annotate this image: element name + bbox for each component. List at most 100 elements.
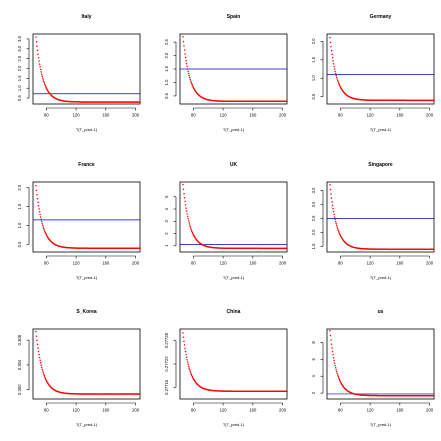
data-point [191, 84, 194, 86]
y-tick-label: 0.5 [17, 95, 22, 101]
x-axis-label: T(T_pred-1) [223, 275, 245, 280]
x-tick-label: 80 [191, 408, 196, 413]
y-tick-label: 2.0 [311, 229, 316, 235]
x-tick-label: 200 [132, 261, 140, 266]
y-tick-label: 2.0 [311, 38, 316, 44]
data-point [329, 36, 331, 39]
data-point [35, 41, 38, 43]
x-axis-label: T(T_pred-1) [76, 127, 98, 132]
data-point [39, 216, 42, 218]
data-point [191, 230, 193, 232]
y-tick-label: 0.27728 [164, 332, 169, 348]
y-tick-label: 3.0 [17, 45, 22, 51]
data-point [334, 70, 336, 73]
data-point [338, 378, 341, 381]
x-tick-label: 120 [367, 261, 375, 266]
data-point [185, 207, 187, 209]
data-point [337, 79, 339, 82]
data-point [333, 68, 336, 70]
data-point [44, 231, 47, 234]
data-point [35, 335, 38, 337]
y-tick-label: 1.0 [17, 222, 22, 228]
x-tick-label: 80 [191, 261, 196, 266]
y-tick-label: 3 [164, 219, 169, 222]
data-point [182, 332, 184, 334]
data-point [139, 247, 141, 249]
y-tick-label: 1.5 [164, 65, 169, 71]
x-axis-label: T(T_pred-1) [76, 422, 98, 427]
data-point [329, 334, 332, 337]
y-tick-label: 0.304 [17, 359, 22, 370]
x-axis-label: T(T_pred-1) [370, 422, 392, 427]
data-point [43, 373, 45, 376]
data-point [38, 353, 40, 356]
x-axis-label: T(T_pred-1) [223, 127, 245, 132]
y-tick-label: 0.5 [17, 241, 22, 247]
panel-italy: Italy 80 120 160 200 T(T_pred-1) 0.5 1.0 1.5 2.0 2… [17, 14, 141, 132]
data-point [330, 45, 332, 48]
data-point [183, 344, 186, 346]
data-point [331, 53, 333, 56]
plot-frame [32, 181, 141, 253]
data-point [41, 224, 44, 227]
data-point [40, 220, 43, 223]
data-point [334, 218, 336, 221]
x-axis-label: T(T_pred-1) [223, 422, 245, 427]
data-point [184, 56, 187, 59]
y-tick-label: 2 [311, 391, 316, 394]
data-point [41, 77, 44, 79]
data-point [332, 357, 335, 359]
data-point [337, 229, 340, 232]
panel-s-korea: S_Korea 80 120 160 200 T(T_pred-1) 0.300 0.304 0… [17, 309, 141, 427]
data-point [188, 369, 191, 371]
data-point [37, 201, 39, 204]
data-point [329, 184, 331, 186]
x-tick-label: 80 [44, 113, 49, 118]
x-tick-label: 160 [102, 261, 110, 266]
data-point [336, 78, 338, 80]
y-tick-label: 2.0 [164, 52, 169, 58]
y-tick-label: 1.0 [311, 75, 316, 81]
data-point [332, 60, 334, 62]
data-point [42, 226, 44, 228]
x-tick-label: 200 [426, 261, 434, 266]
data-point [36, 45, 38, 47]
panel-title: Italy [81, 14, 91, 20]
data-point [337, 81, 340, 83]
data-point [338, 232, 341, 234]
data-point [189, 78, 191, 81]
data-point [330, 193, 332, 195]
y-tick-label: 8 [311, 341, 316, 344]
x-tick-label: 160 [102, 113, 110, 118]
data-point [190, 228, 193, 231]
data-point [38, 356, 41, 359]
data-point [40, 366, 43, 368]
data-point [191, 83, 193, 85]
data-point [183, 340, 185, 342]
data-point [330, 197, 333, 199]
data-point [188, 74, 190, 77]
data-point [192, 85, 194, 88]
data-point [182, 40, 185, 43]
panel-title: us [378, 309, 384, 315]
data-point [43, 80, 45, 83]
data-point [40, 73, 43, 75]
data-point [338, 377, 340, 379]
data-point [37, 53, 39, 55]
data-point [332, 207, 334, 210]
data-point [185, 59, 187, 62]
panel-title: Spain [227, 14, 241, 20]
data-point [37, 347, 39, 349]
y-tick-label: 1.0 [17, 85, 22, 91]
data-point [333, 65, 335, 68]
data-point [191, 374, 193, 377]
data-point [38, 63, 41, 65]
data-point [35, 185, 37, 187]
y-tick-label: 3.5 [17, 35, 22, 41]
data-point [183, 45, 185, 47]
data-point [334, 364, 336, 367]
x-tick-label: 200 [132, 408, 140, 413]
data-point [44, 83, 46, 86]
data-point [339, 379, 341, 382]
data-point [187, 218, 189, 220]
